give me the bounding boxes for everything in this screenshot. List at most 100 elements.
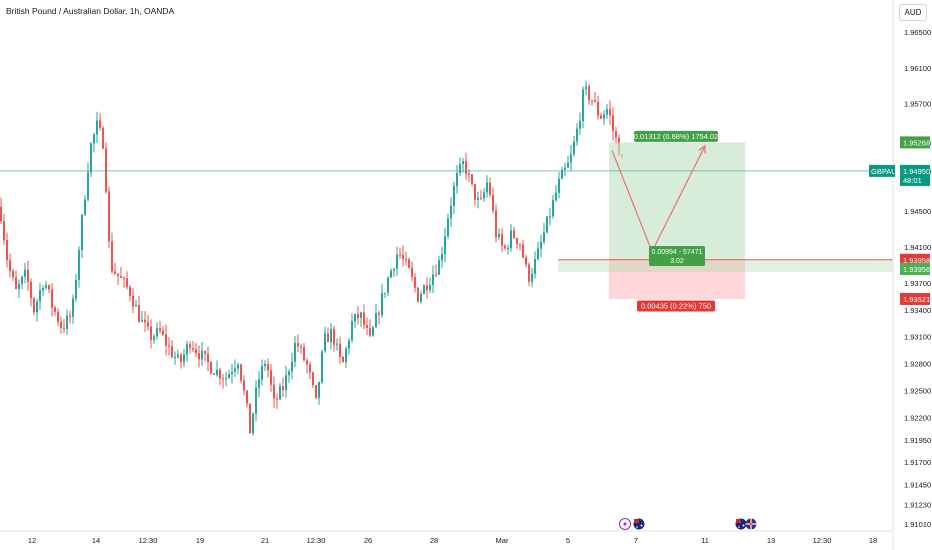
candle-body (144, 319, 146, 323)
candle-body (339, 343, 341, 357)
lightning-event-icon[interactable] (619, 518, 631, 530)
stop-price-badge: 1.93521 (900, 292, 930, 305)
time-tick-label: 12:30 (813, 536, 832, 545)
candle-body (423, 285, 425, 294)
candle-body (81, 214, 83, 251)
candle-body (612, 115, 614, 132)
time-tick-label: 26 (364, 536, 372, 545)
candle-body (366, 325, 368, 328)
candle-body (192, 347, 194, 350)
time-tick-label: 12:30 (307, 536, 326, 545)
candle-body (432, 274, 434, 285)
candle-body (324, 333, 326, 352)
candle-body (12, 271, 14, 278)
candle-body (321, 351, 323, 382)
candle-body (195, 349, 197, 354)
time-tick-label: 13 (767, 536, 775, 545)
svg-text:1.93521: 1.93521 (903, 295, 930, 304)
candle-body (246, 390, 248, 404)
time-tick-label: 11 (701, 536, 709, 545)
candle-body (288, 371, 290, 376)
stop-zone[interactable] (609, 259, 745, 299)
economic-events[interactable] (619, 518, 757, 530)
candle-body (273, 384, 275, 399)
price-tick-label: 1.91950 (904, 436, 931, 445)
candle-body (531, 273, 533, 282)
candle-body (63, 327, 65, 329)
candle-body (348, 340, 350, 349)
time-tick-label: 21 (261, 536, 269, 545)
candle-body (282, 386, 284, 391)
svg-text:0.01312 (0.68%) 1754.02: 0.01312 (0.68%) 1754.02 (634, 132, 719, 141)
horizontal-line-badge: 1.93958 (900, 253, 930, 266)
candle-body (480, 197, 482, 199)
price-tick-label: 1.91010 (904, 520, 931, 529)
candle-body (180, 354, 182, 363)
price-tick-label: 1.92200 (904, 413, 931, 422)
candles (0, 80, 623, 436)
last-price-value: 1.94950 (903, 167, 930, 176)
candle-body (264, 364, 266, 366)
candle-body (6, 240, 8, 261)
candle-body (387, 277, 389, 293)
candle-body (486, 182, 488, 193)
candle-body (153, 336, 155, 340)
australia-flag-icon[interactable] (735, 518, 747, 530)
candle-body (507, 248, 509, 250)
stop-label: 0.00435 (0.22%) 750 (637, 300, 715, 312)
australia-flag-icon[interactable] (633, 518, 645, 530)
time-axis[interactable]: 12 14 12:30 19 21 12:30 26 28 Mar 5 7 11 13 12:30 18 (28, 536, 877, 545)
candle-body (27, 269, 29, 282)
candle-body (108, 191, 110, 242)
candle-body (606, 109, 608, 115)
candle-body (84, 199, 86, 215)
candle-body (99, 120, 101, 128)
candle-body (510, 230, 512, 249)
candle-body (609, 109, 611, 116)
candle-body (357, 314, 359, 318)
candle-body (165, 334, 167, 346)
candle-body (426, 285, 428, 291)
candle-body (558, 178, 560, 193)
candle-body (582, 89, 584, 121)
candle-body (204, 350, 206, 354)
candle-body (177, 354, 179, 357)
candle-body (588, 86, 590, 101)
candle-body (414, 276, 416, 288)
candle-body (522, 244, 524, 258)
candle-body (21, 276, 23, 284)
candle-body (438, 260, 440, 275)
price-tick-label: 1.96100 (904, 64, 931, 73)
price-tick-label: 1.92500 (904, 386, 931, 395)
candle-body (468, 173, 470, 175)
time-tick-label: 14 (92, 536, 100, 545)
overlays: 0.01312 (0.68%) 1754.02 0.00435 (0.22%) 7… (0, 130, 893, 312)
candle-body (333, 328, 335, 345)
candle-body (243, 380, 245, 391)
candle-body (327, 333, 329, 343)
candle-body (411, 267, 413, 277)
candle-body (384, 292, 386, 294)
uk-flag-icon[interactable] (745, 518, 757, 530)
position-info-label: 0.00994 - 57471 3.02 (649, 245, 705, 266)
svg-text:1.93956: 1.93956 (903, 265, 930, 274)
candle-body (237, 364, 239, 369)
target-price-badge: 1.95268 (900, 136, 930, 149)
candle-body (207, 353, 209, 363)
candle-body (285, 375, 287, 391)
candle-body (390, 270, 392, 278)
candle-body (255, 387, 257, 414)
candle-body (162, 330, 164, 335)
candle-body (570, 154, 572, 163)
currency-button[interactable]: AUD (899, 4, 927, 21)
candle-body (183, 354, 185, 363)
candle-body (342, 356, 344, 363)
candle-body (0, 206, 2, 222)
candle-body (120, 275, 122, 278)
candle-body (36, 301, 38, 313)
candle-body (447, 218, 449, 237)
price-tick-label: 1.94100 (904, 243, 931, 252)
candle-body (393, 268, 395, 271)
